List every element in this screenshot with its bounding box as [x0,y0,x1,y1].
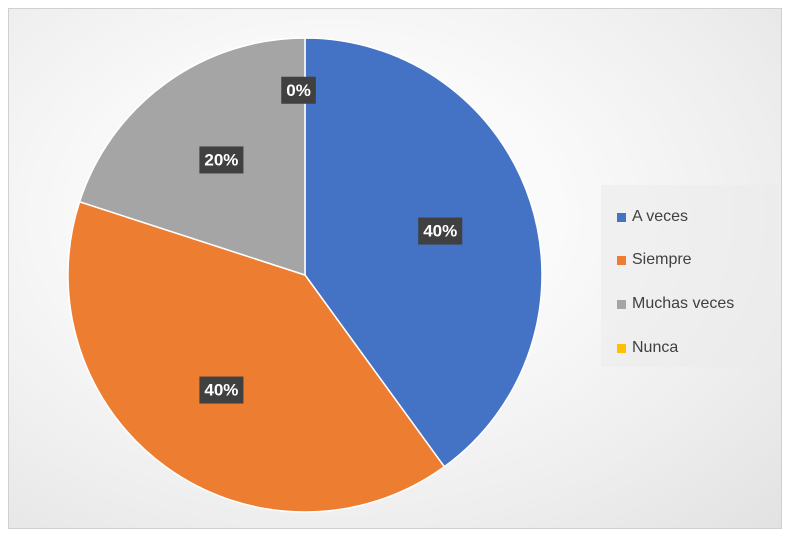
chart-area: 40% 40% 20% 0% A veces Siempre Muchas veces… [8,8,782,529]
pie-slice-a-veces [304,37,543,468]
data-label-muchas-veces: 20% [199,146,244,174]
legend: A veces Siempre Muchas veces Nunca [601,185,779,367]
legend-label-nunca: Nunca [632,339,679,356]
legend-label-a-veces: A veces [632,208,689,225]
legend-swatch-siempre [617,255,626,265]
legend-item-nunca: Nunca [617,337,678,359]
pie-slice-muchas-veces [78,37,306,277]
legend-swatch-a-veces [617,212,626,222]
legend-item-siempre: Siempre [617,249,692,271]
pie-slice-siempre [67,200,446,513]
data-label-a-veces: 40% [418,217,463,245]
legend-label-muchas-veces: Muchas veces [632,295,735,312]
legend-swatch-muchas-veces [617,299,626,309]
data-label-box-siempre [199,376,244,404]
data-label-text-a-veces: 40% [423,222,457,241]
data-label-text-siempre: 40% [204,381,238,400]
legend-item-a-veces: A veces [617,206,688,228]
data-label-nunca: 0% [281,76,316,104]
legend-label-siempre: Siempre [632,251,692,268]
legend-item-muchas-veces: Muchas veces [617,293,734,315]
data-label-text-nunca: 0% [286,81,311,100]
pie-chart: 40% 40% 20% 0% [67,37,543,513]
legend-swatch-nunca [617,343,626,353]
data-label-siempre: 40% [199,376,244,404]
data-label-box-a-veces [418,217,463,245]
data-label-text-muchas-veces: 20% [204,150,238,169]
data-label-box-muchas-veces [199,146,244,174]
data-label-box-nunca [281,76,316,104]
